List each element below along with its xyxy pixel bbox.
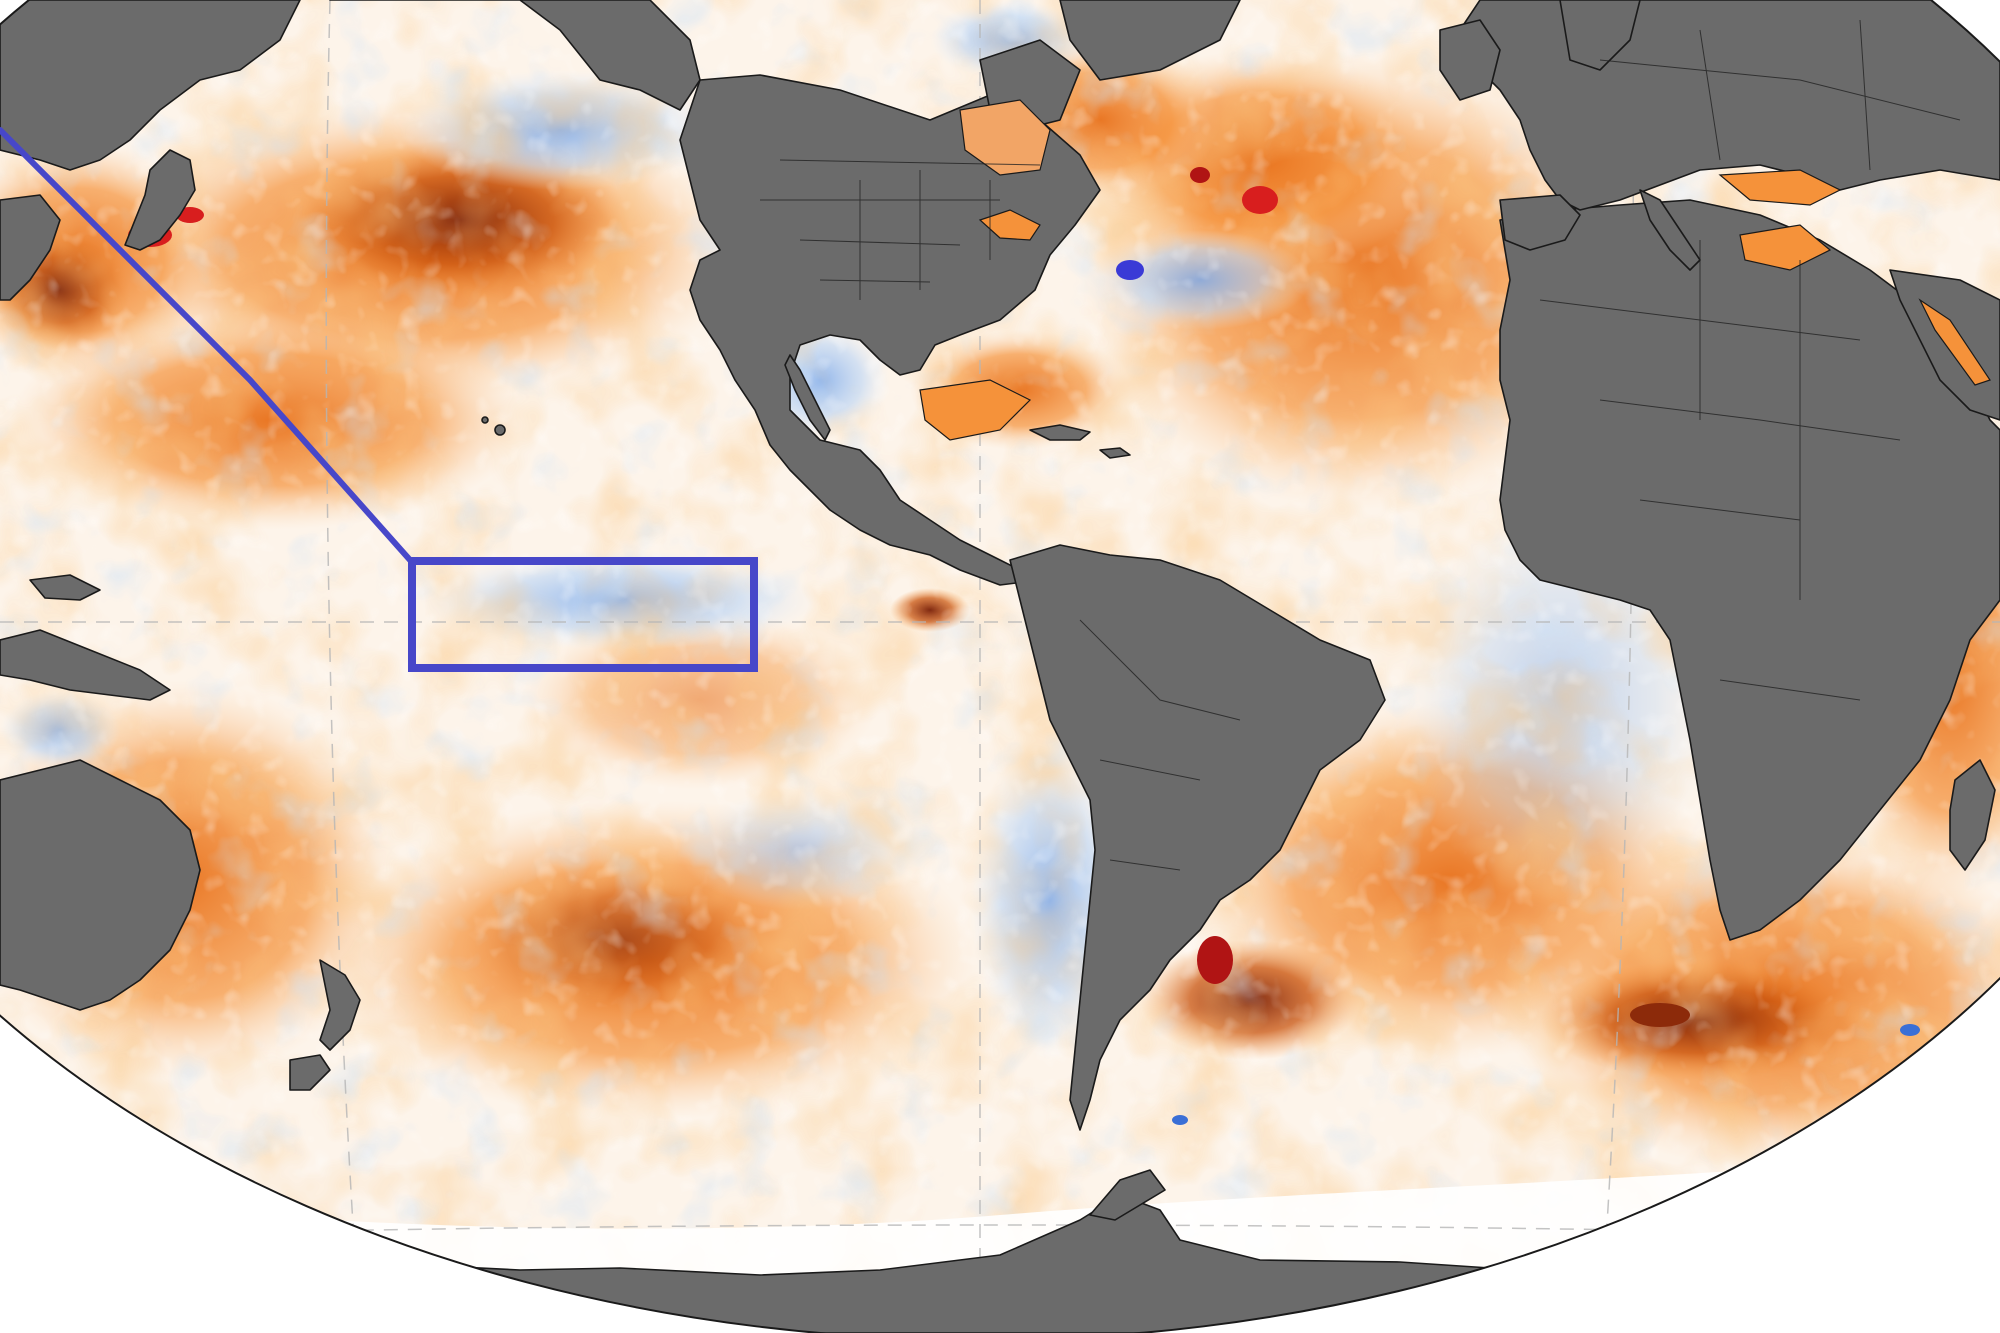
north-america-landmass — [679, 74, 1101, 586]
africa-landmass — [1499, 199, 2000, 941]
nino-region-box — [408, 557, 758, 672]
inland-waters — [919, 99, 1991, 441]
australia-landmass — [0, 759, 201, 1011]
country-borders — [760, 19, 1961, 871]
highlight-leader-line — [0, 127, 413, 563]
south-america-landmass — [1009, 544, 1386, 1131]
highlight-annotation — [0, 127, 758, 672]
